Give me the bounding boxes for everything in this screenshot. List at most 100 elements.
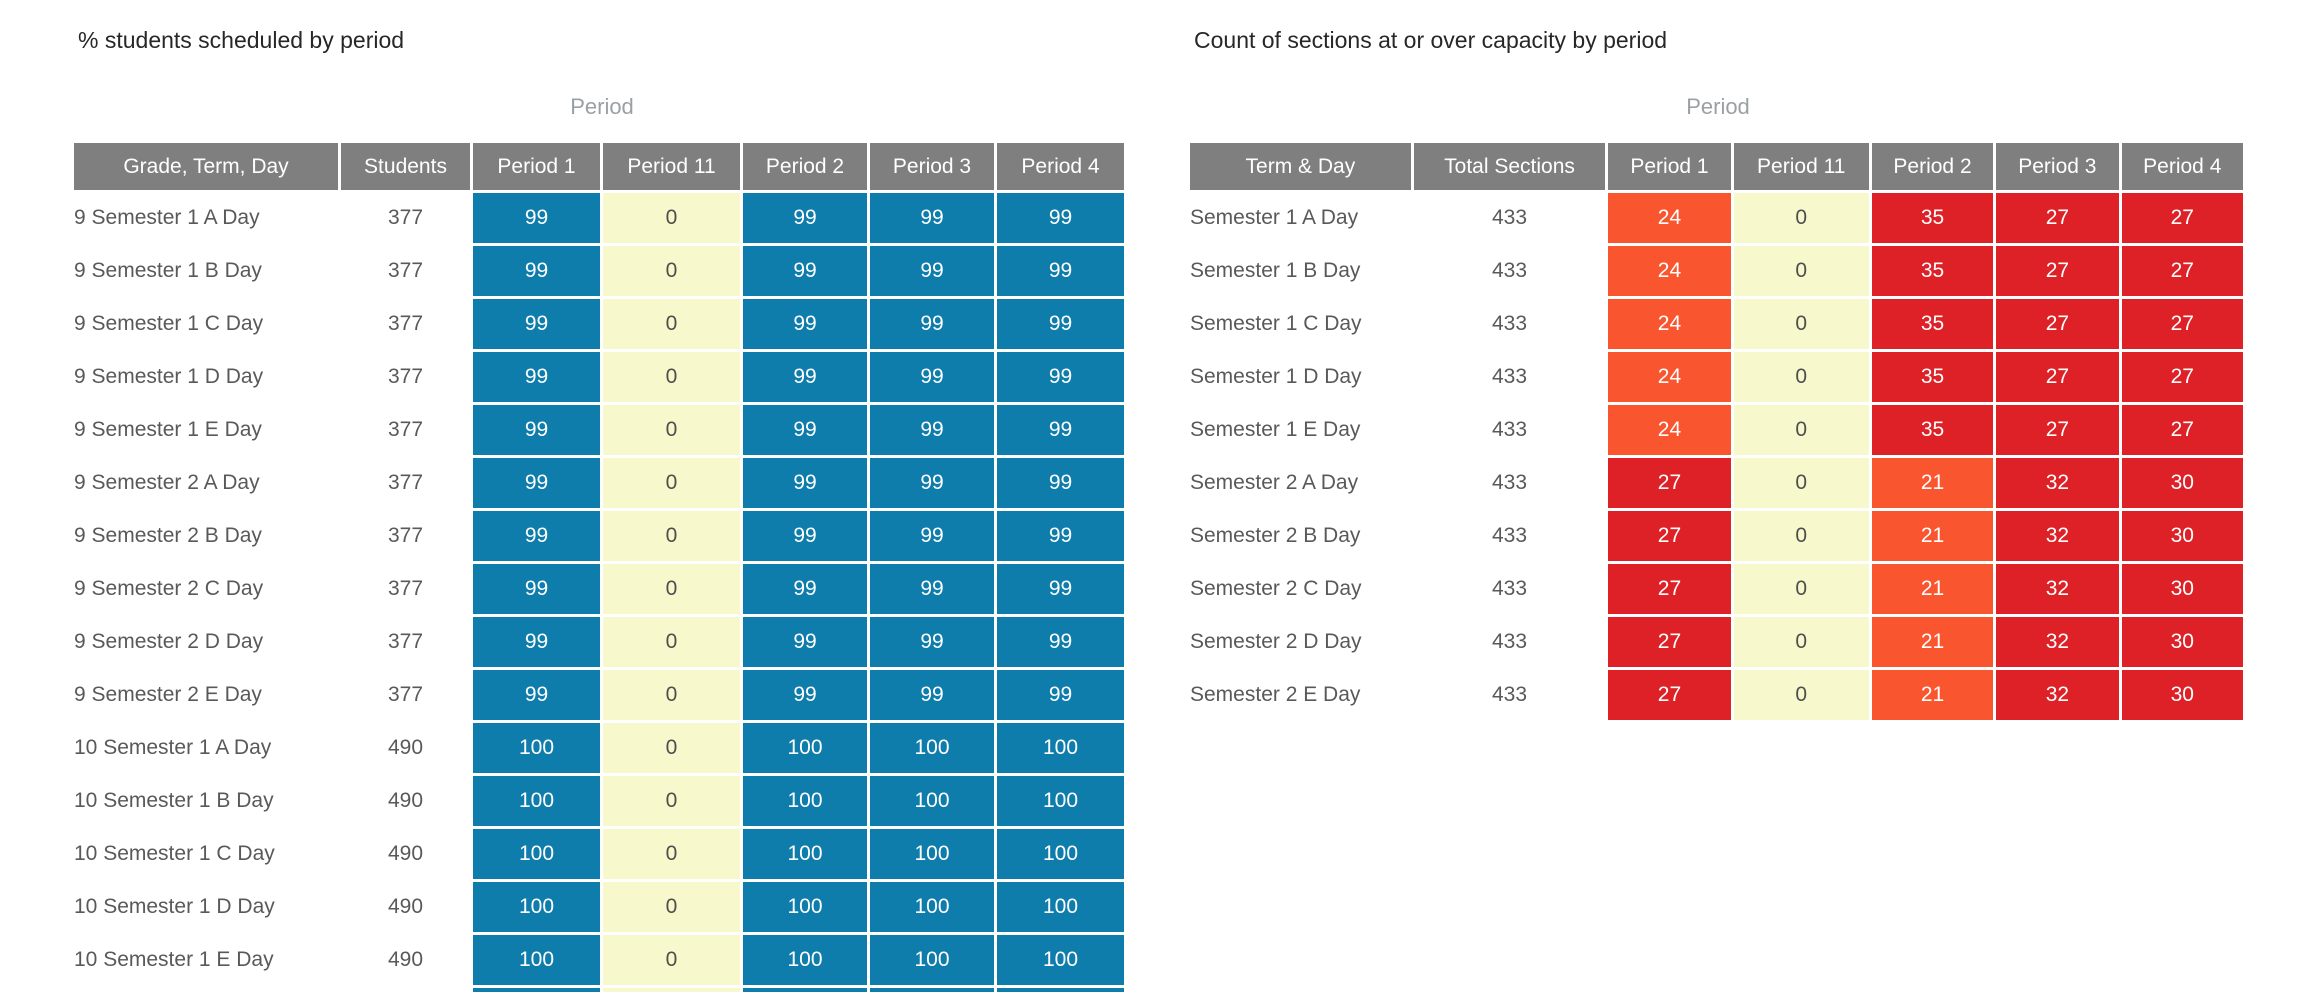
- table-row: 10 Semester 1 D Day 490 100 0 100 100 100: [74, 882, 1124, 932]
- column-header-total-sections[interactable]: Total Sections: [1413, 143, 1606, 190]
- column-header-grade-term-day[interactable]: Grade, Term, Day: [74, 143, 338, 190]
- period-value-cell: 99: [870, 670, 994, 720]
- period-value-cell: 27: [1996, 352, 2119, 402]
- period-value-cell: 100: [743, 935, 867, 985]
- table-row: Semester 1 C Day 433 24 0 35 27 27: [1190, 299, 2243, 349]
- period-value-cell: 0: [603, 352, 740, 402]
- period-value-cell: 35: [1871, 193, 1994, 243]
- row-total-cell: 433: [1491, 418, 1528, 441]
- period-value-cell: 27: [2121, 193, 2243, 243]
- period-value-cell: 99: [743, 246, 867, 296]
- table-row: Semester 2 B Day 433 27 0 21 32 30: [1190, 511, 2243, 561]
- row-label-cell: Semester 2 E Day: [1190, 670, 1411, 720]
- period-value-cell: 32: [1996, 617, 2119, 667]
- row-total-cell: 490: [387, 895, 424, 918]
- period-value-cell: 21: [1871, 617, 1994, 667]
- period-value-cell: 99: [997, 193, 1124, 243]
- panel-title: % students scheduled by period: [78, 27, 405, 53]
- row-label-cell: 9 Semester 2 A Day: [74, 458, 338, 508]
- row-label-cell: 10 Semester 1 C Day: [74, 829, 338, 879]
- period-value-cell: 99: [473, 405, 600, 455]
- period-value-cell: 0: [1733, 246, 1869, 296]
- table-row: Semester 2 A Day 433 27 0 21 32 30: [1190, 458, 2243, 508]
- period-value-cell: 21: [1871, 458, 1994, 508]
- column-header-term-day[interactable]: Term & Day: [1190, 143, 1411, 190]
- period-value-cell: 100: [997, 776, 1124, 826]
- period-value-cell: 35: [1871, 299, 1994, 349]
- period-value-cell: 99: [473, 564, 600, 614]
- period-value-cell: 32: [1996, 670, 2119, 720]
- period-value-cell: 99: [473, 352, 600, 402]
- row-total-cell: 377: [387, 365, 424, 388]
- period-value-cell: 100: [473, 935, 600, 985]
- column-header-period-1[interactable]: Period 1: [1608, 143, 1731, 190]
- period-value-cell: 27: [1608, 511, 1731, 561]
- column-header-period-3[interactable]: Period 3: [1996, 143, 2119, 190]
- sections-capacity-panel: Count of sections at or over capacity by…: [1190, 0, 2246, 723]
- table-row: Semester 2 D Day 433 27 0 21 32 30: [1190, 617, 2243, 667]
- row-total-cell: 377: [387, 524, 424, 547]
- column-header-students[interactable]: Students: [341, 143, 470, 190]
- column-header-period-1[interactable]: Period 1: [473, 143, 600, 190]
- column-header-period-2[interactable]: Period 2: [1871, 143, 1994, 190]
- table-row: Semester 1 D Day 433 24 0 35 27 27: [1190, 352, 2243, 402]
- period-value-cell: 100: [473, 882, 600, 932]
- row-label-cell: 10 Semester 1 E Day: [74, 935, 338, 985]
- period-group-label: Period: [570, 94, 634, 119]
- period-value-cell: 99: [743, 670, 867, 720]
- period-value-cell: 100: [997, 829, 1124, 879]
- period-value-cell: 99: [870, 617, 994, 667]
- column-header-period-3[interactable]: Period 3: [870, 143, 994, 190]
- period-value-cell: 30: [2121, 617, 2243, 667]
- column-header-period-11[interactable]: Period 11: [603, 143, 740, 190]
- column-header-period-4[interactable]: Period 4: [2121, 143, 2243, 190]
- period-value-cell: 99: [743, 458, 867, 508]
- row-total-cell: 433: [1491, 312, 1528, 335]
- period-value-cell: 99: [473, 670, 600, 720]
- period-value-cell: 99: [870, 405, 994, 455]
- table-row: 9 Semester 1 A Day 377 99 0 99 99 99: [74, 193, 1124, 243]
- period-value-cell: 99: [997, 617, 1124, 667]
- table-row: Semester 2 E Day 433 27 0 21 32 30: [1190, 670, 2243, 720]
- row-total-cell: 377: [387, 683, 424, 706]
- table-row: 10 Semester 1 B Day 490 100 0 100 100 100: [74, 776, 1124, 826]
- row-label-cell: 9 Semester 1 C Day: [74, 299, 338, 349]
- period-value-cell: 27: [2121, 246, 2243, 296]
- column-header-period-11[interactable]: Period 11: [1733, 143, 1869, 190]
- column-header-period-4[interactable]: Period 4: [997, 143, 1124, 190]
- row-total-cell: 377: [387, 577, 424, 600]
- period-value-cell: 0: [603, 511, 740, 561]
- period-value-cell: 0: [603, 405, 740, 455]
- period-value-cell: 99: [870, 246, 994, 296]
- row-label-cell: 9 Semester 2 E Day: [74, 670, 338, 720]
- row-label-cell: Semester 1 D Day: [1190, 352, 1411, 402]
- period-value-cell: 0: [603, 299, 740, 349]
- row-label-cell: 10 Semester 1 D Day: [74, 882, 338, 932]
- period-value-cell: 0: [603, 670, 740, 720]
- period-value-cell: 35: [1871, 405, 1994, 455]
- row-label-cell: 9 Semester 2 D Day: [74, 617, 338, 667]
- row-total-cell: 433: [1491, 471, 1528, 494]
- period-value-cell: [473, 988, 600, 992]
- period-group-label: Period: [1686, 94, 1750, 119]
- period-value-cell: 0: [603, 246, 740, 296]
- row-total-cell: 490: [387, 736, 424, 759]
- row-total-cell: 490: [387, 789, 424, 812]
- period-value-cell: 27: [1608, 564, 1731, 614]
- period-value-cell: 100: [743, 723, 867, 773]
- row-total-cell: 377: [387, 418, 424, 441]
- period-value-cell: 27: [2121, 352, 2243, 402]
- period-value-cell: 0: [603, 723, 740, 773]
- period-value-cell: 0: [603, 458, 740, 508]
- row-total-cell: [341, 988, 470, 992]
- period-value-cell: 27: [1996, 246, 2119, 296]
- row-total-cell: 377: [387, 630, 424, 653]
- period-value-cell: 100: [473, 723, 600, 773]
- column-header-period-2[interactable]: Period 2: [743, 143, 867, 190]
- row-total-cell: 377: [387, 259, 424, 282]
- period-value-cell: 32: [1996, 564, 2119, 614]
- row-total-cell: 433: [1491, 577, 1528, 600]
- row-label-cell: 9 Semester 1 D Day: [74, 352, 338, 402]
- table-row: 9 Semester 1 C Day 377 99 0 99 99 99: [74, 299, 1124, 349]
